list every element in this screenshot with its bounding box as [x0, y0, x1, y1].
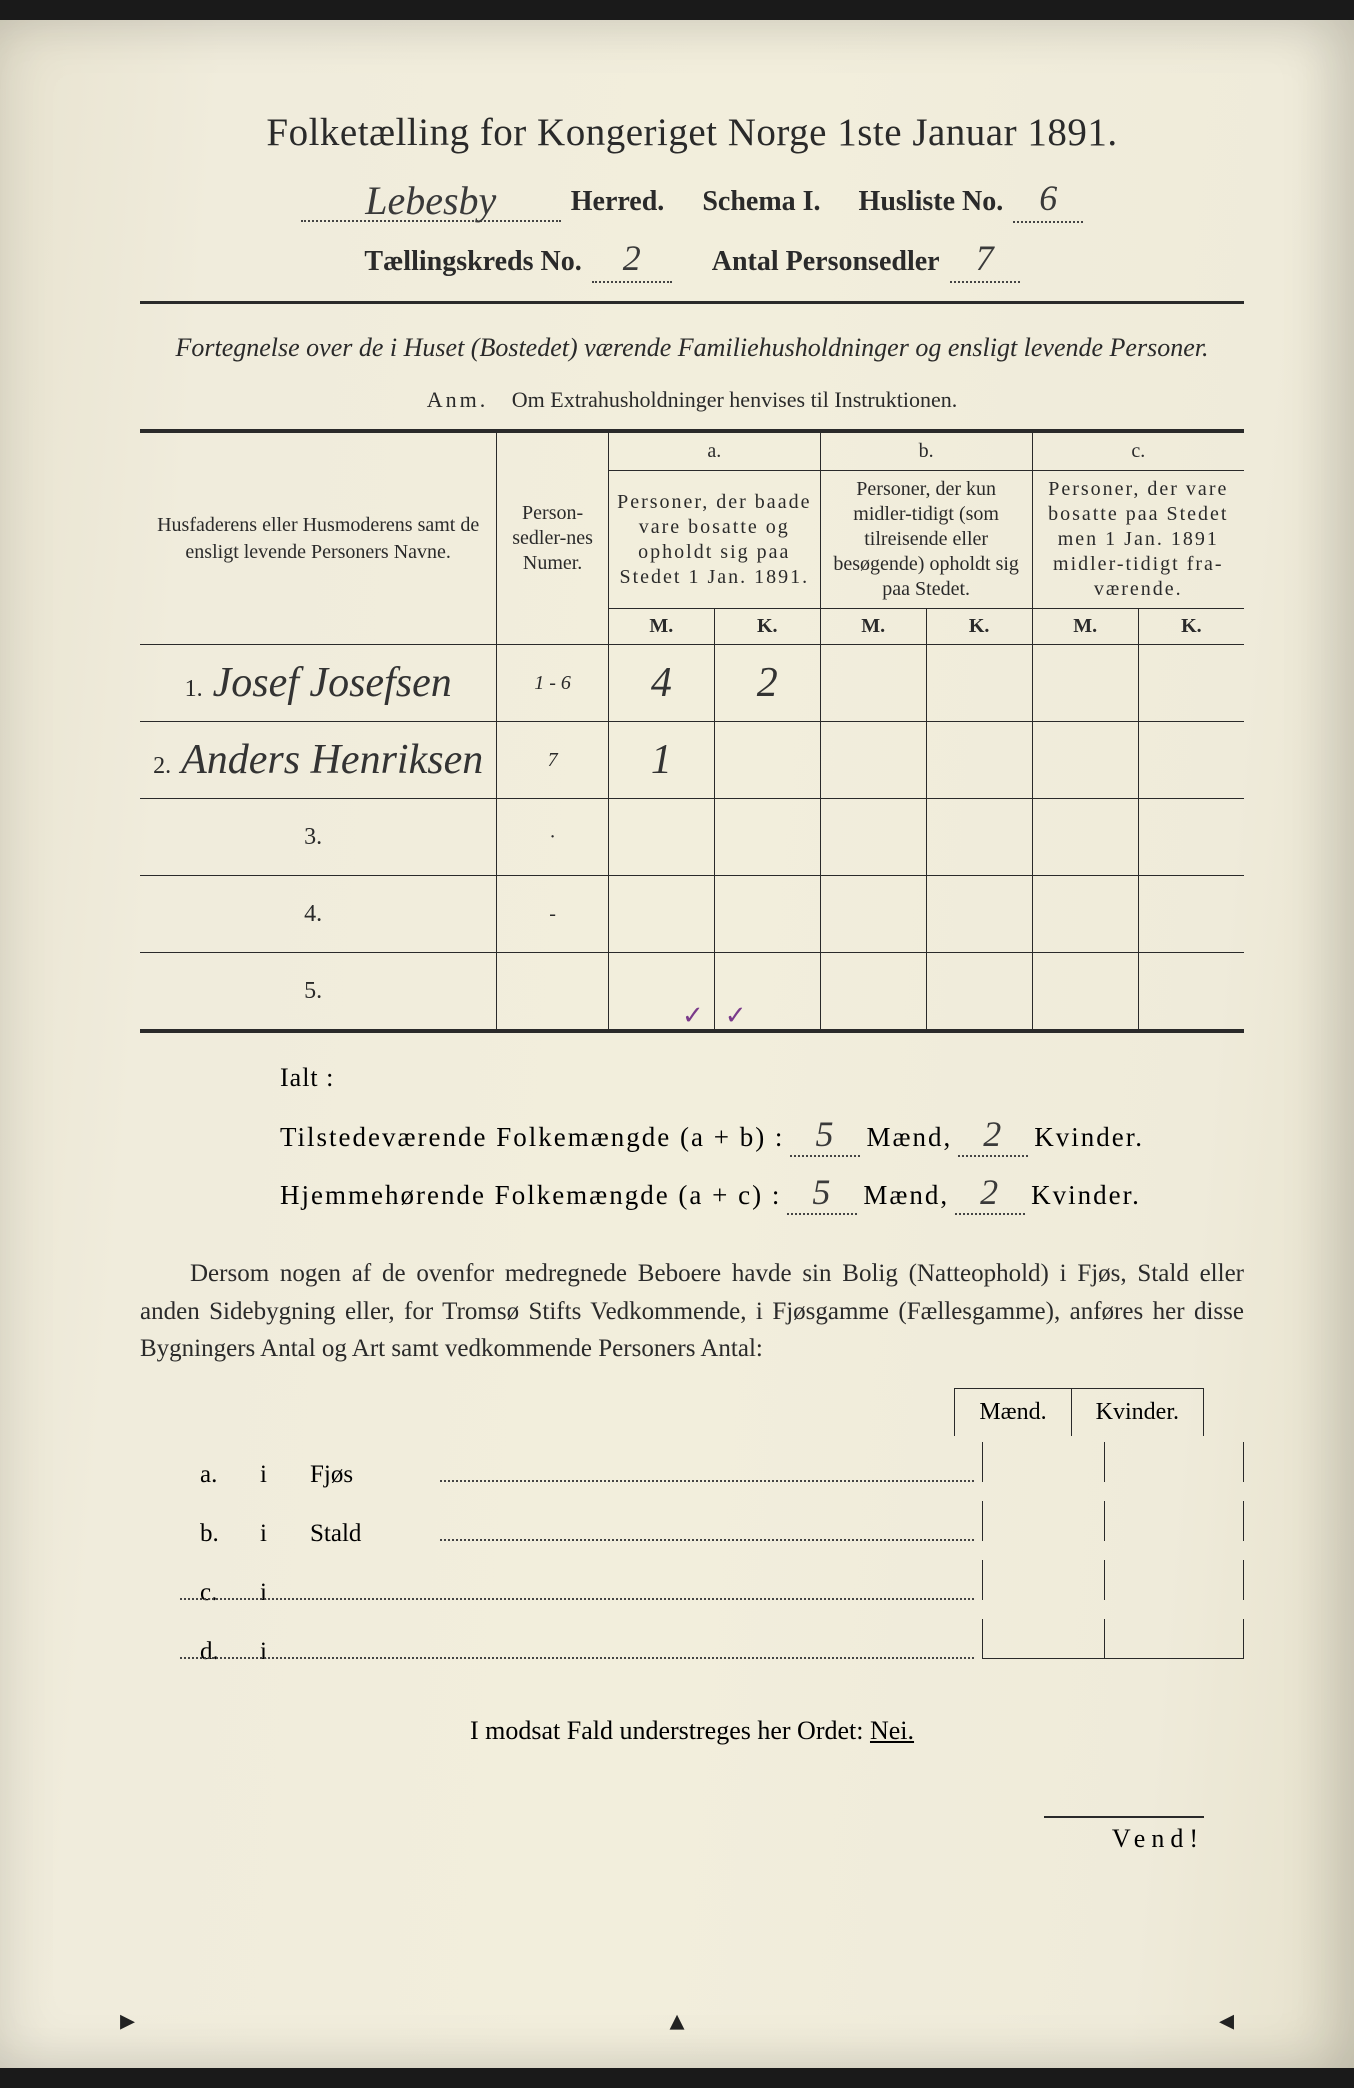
outbuilding-row: a. i Fjøs: [140, 1442, 1244, 1489]
col-b-header: Personer, der kun midler-tidigt (som til…: [820, 471, 1032, 609]
mark-icon: ▸: [120, 2003, 135, 2038]
checkmark-icon: ✓: [725, 1001, 747, 1031]
kreds-field: 2: [592, 237, 672, 283]
annotation-line: Anm. Om Extrahusholdninger henvises til …: [140, 387, 1244, 413]
ialt-label: Ialt :: [280, 1063, 1244, 1093]
herred-label: Herred.: [571, 186, 665, 218]
herred-field: Lebesby: [301, 181, 561, 222]
outbuilding-paragraph: Dersom nogen af de ovenfor medregnede Be…: [140, 1255, 1244, 1368]
col-sedler-header: Person-sedler-nes Numer.: [497, 431, 609, 645]
totals-block: Ialt : Tilstedeværende Folkemængde (a + …: [140, 1063, 1244, 1215]
outbuilding-row: d. i: [140, 1619, 1244, 1666]
census-form-page: Folketælling for Kongeriget Norge 1ste J…: [0, 20, 1354, 2068]
nei-line: I modsat Fald understreges her Ordet: Ne…: [140, 1716, 1244, 1746]
kreds-label: Tællingskreds No.: [364, 246, 581, 278]
table-body: 1.Josef Josefsen 1 - 6 42 2.Anders Henri…: [140, 645, 1244, 1032]
husliste-field: 6: [1013, 177, 1083, 223]
antal-value: 7: [976, 238, 994, 278]
kvinder-header: Kvinder.: [1072, 1388, 1204, 1436]
col-a-label: a.: [608, 431, 820, 471]
page-title: Folketælling for Kongeriget Norge 1ste J…: [140, 110, 1244, 155]
mk-header: Mænd. Kvinder.: [954, 1388, 1204, 1436]
col-names-header: Husfaderens eller Husmoderens samt de en…: [140, 431, 497, 645]
schema-label: Schema I.: [702, 186, 820, 218]
outbuilding-row: c. i: [140, 1560, 1244, 1607]
col-c-header: Personer, der vare bosatte paa Stedet me…: [1032, 471, 1244, 609]
husliste-value: 6: [1039, 178, 1057, 218]
husliste-label: Husliste No.: [859, 186, 1004, 218]
anm-text: Om Extrahusholdninger henvises til Instr…: [512, 387, 957, 412]
header-divider: [140, 301, 1244, 304]
subtitle-text: Fortegnelse over de i Huset (Bostedet) v…: [140, 330, 1244, 365]
outbuilding-block: Mænd. Kvinder. a. i Fjøs b. i Stald c. i…: [140, 1398, 1244, 1666]
antal-field: 7: [950, 237, 1020, 283]
col-c-label: c.: [1032, 431, 1244, 471]
col-c-mk: M. K.: [1032, 609, 1244, 645]
table-row: 3. ·: [140, 799, 1244, 876]
col-b-mk: M. K.: [820, 609, 1032, 645]
col-a-header: Personer, der baade vare bosatte og opho…: [608, 471, 820, 609]
header-row-1: Lebesby Herred. Schema I. Husliste No. 6: [140, 177, 1244, 223]
outbuilding-row: b. i Stald: [140, 1501, 1244, 1548]
herred-value: Lebesby: [365, 185, 496, 217]
mark-icon: ◂: [1219, 2003, 1234, 2038]
vend-label: Vend!: [1044, 1816, 1204, 1854]
table-row: 4. -: [140, 876, 1244, 953]
table-row: 5. ✓ ✓: [140, 953, 1244, 1032]
checkmark-icon: ✓: [682, 1001, 704, 1031]
maend-header: Mænd.: [954, 1388, 1071, 1436]
col-a-mk: M. K.: [608, 609, 820, 645]
antal-label: Antal Personsedler: [712, 246, 940, 278]
present-population-line: Tilstedeværende Folkemængde (a + b) : 5 …: [280, 1113, 1244, 1157]
table-row: 2.Anders Henriksen 7 1: [140, 722, 1244, 799]
col-b-label: b.: [820, 431, 1032, 471]
kreds-value: 2: [623, 238, 641, 278]
main-census-table: Husfaderens eller Husmoderens samt de en…: [140, 429, 1244, 1033]
table-row: 1.Josef Josefsen 1 - 6 42: [140, 645, 1244, 722]
resident-population-line: Hjemmehørende Folkemængde (a + c) : 5 Mæ…: [280, 1171, 1244, 1215]
mark-icon: ▴: [669, 2003, 684, 2038]
bottom-marks: ▸ ▴ ◂: [0, 2003, 1354, 2038]
anm-label: Anm.: [427, 387, 489, 412]
header-row-2: Tællingskreds No. 2 Antal Personsedler 7: [140, 237, 1244, 283]
